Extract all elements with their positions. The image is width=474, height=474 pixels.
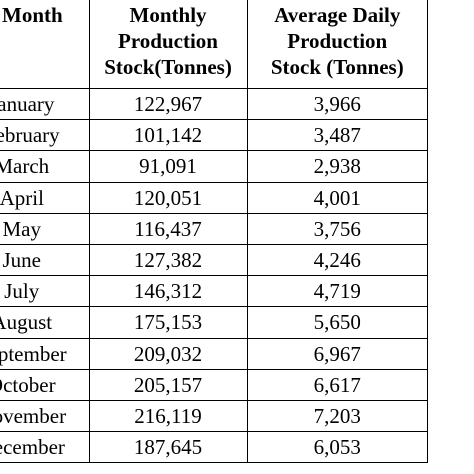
average-daily-production-header: Average Daily Production Stock (Tonnes)	[246, 0, 429, 89]
monthly-production-cell: 127,382	[88, 243, 248, 277]
month-cell: December	[0, 431, 90, 464]
average-daily-production-cell: 7,203	[246, 399, 429, 433]
monthly-production-cell: 116,437	[88, 212, 248, 245]
monthly-production-cell: 91,091	[88, 150, 248, 183]
table-row: April 120,051 4,001	[0, 181, 429, 214]
month-cell: June	[0, 243, 90, 277]
average-daily-production-cell: 4,246	[246, 243, 429, 277]
average-daily-production-cell: 6,053	[246, 431, 429, 464]
table-row: June 127,382 4,246	[0, 243, 429, 277]
average-daily-production-cell: 3,966	[246, 87, 429, 121]
month-header: Month	[0, 0, 90, 89]
monthly-production-cell: 216,119	[88, 399, 248, 433]
table-row: May 116,437 3,756	[0, 212, 429, 245]
monthly-production-cell: 146,312	[88, 275, 248, 308]
average-daily-production-cell: 2,938	[246, 150, 429, 183]
production-stock-table: Month Monthly Production Stock(Tonnes) A…	[0, 0, 429, 464]
month-cell: January	[0, 87, 90, 121]
monthly-production-cell: 209,032	[88, 337, 248, 370]
monthly-production-cell: 122,967	[88, 87, 248, 121]
month-cell: November	[0, 399, 90, 433]
monthly-production-cell: 205,157	[88, 368, 248, 401]
month-cell: May	[0, 212, 90, 245]
average-daily-production-cell: 3,487	[246, 119, 429, 152]
monthly-production-cell: 187,645	[88, 431, 248, 464]
month-cell: July	[0, 275, 90, 308]
month-cell: August	[0, 306, 90, 339]
table-row: July 146,312 4,719	[0, 275, 429, 308]
monthly-production-header: Monthly Production Stock(Tonnes)	[88, 0, 248, 89]
month-cell: April	[0, 181, 90, 214]
average-daily-production-cell: 4,001	[246, 181, 429, 214]
monthly-production-cell: 101,142	[88, 119, 248, 152]
month-cell: September	[0, 337, 90, 370]
average-daily-production-cell: 5,650	[246, 306, 429, 339]
monthly-production-cell: 175,153	[88, 306, 248, 339]
average-daily-production-cell: 4,719	[246, 275, 429, 308]
monthly-production-cell: 120,051	[88, 181, 248, 214]
average-daily-production-cell: 3,756	[246, 212, 429, 245]
month-cell: October	[0, 368, 90, 401]
header-row: Month Monthly Production Stock(Tonnes) A…	[0, 0, 429, 89]
average-daily-production-cell: 6,967	[246, 337, 429, 370]
average-daily-production-cell: 6,617	[246, 368, 429, 401]
month-cell: March	[0, 150, 90, 183]
month-cell: February	[0, 119, 90, 152]
